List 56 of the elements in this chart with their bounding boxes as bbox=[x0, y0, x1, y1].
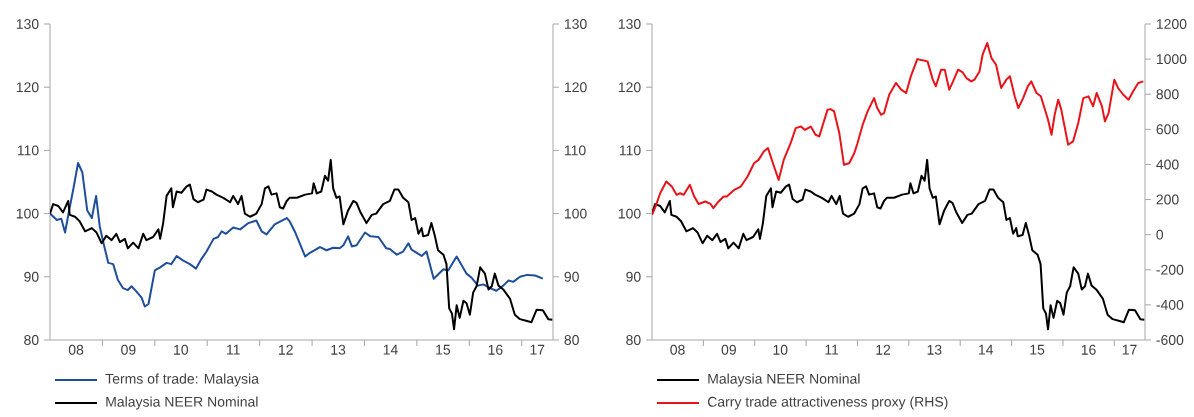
legend-label: Malaysia NEER Nominal bbox=[106, 396, 258, 410]
legend-label: Malaysia NEER Nominal bbox=[708, 373, 860, 387]
y2-tick-label: 90 bbox=[564, 271, 579, 282]
x-tick-label: 17 bbox=[1122, 344, 1137, 355]
x-tick-label: 16 bbox=[488, 344, 503, 355]
x-tick-label: 14 bbox=[383, 344, 398, 355]
line-series bbox=[50, 158, 554, 331]
x-tick-label: 11 bbox=[825, 344, 839, 355]
line-series bbox=[652, 158, 1146, 331]
y2-tick-label: 200 bbox=[1156, 194, 1179, 205]
y-tick-label: 110 bbox=[619, 145, 641, 156]
x-tick-label: 10 bbox=[174, 344, 189, 355]
y2-tick-label: -200 bbox=[1156, 264, 1184, 275]
y2-tick-label: 130 bbox=[564, 19, 587, 29]
x-tick-label: 15 bbox=[1030, 344, 1045, 355]
x-tick-label: 13 bbox=[331, 344, 346, 355]
y2-tick-label: 110 bbox=[564, 145, 586, 156]
x-tick-label: 12 bbox=[278, 344, 293, 355]
x-tick-label: 13 bbox=[927, 344, 942, 355]
y-tick-label: 100 bbox=[618, 208, 641, 219]
x-tick-label: 15 bbox=[436, 344, 451, 355]
y-tick-label: 120 bbox=[618, 82, 641, 93]
y-tick-label: 120 bbox=[16, 82, 39, 93]
y2-tick-label: 0 bbox=[1156, 229, 1164, 240]
line-series bbox=[50, 162, 544, 308]
y-tick-label: 90 bbox=[626, 271, 641, 282]
x-tick-label: 12 bbox=[876, 344, 891, 355]
y2-tick-label: 100 bbox=[564, 208, 587, 219]
y-tick-label: 90 bbox=[24, 271, 39, 282]
legend-label: Carry trade attractiveness proxy (RHS) bbox=[707, 396, 948, 410]
line-series bbox=[652, 41, 1145, 216]
x-tick-label: 11 bbox=[227, 344, 240, 355]
y2-tick-label: 80 bbox=[564, 335, 579, 345]
y2-tick-label: 400 bbox=[1156, 159, 1179, 170]
y-tick-label: 130 bbox=[618, 19, 641, 29]
x-tick-label: 16 bbox=[1081, 344, 1096, 355]
legend-label: Terms of trade: Malaysia bbox=[105, 373, 259, 387]
y2-tick-label: 600 bbox=[1156, 124, 1179, 135]
y-tick-label: 80 bbox=[24, 335, 39, 345]
x-tick-label: 14 bbox=[978, 344, 994, 355]
x-tick-label: 08 bbox=[68, 344, 84, 355]
x-tick-label: 09 bbox=[721, 344, 736, 355]
x-tick-label: 17 bbox=[530, 344, 545, 355]
y-tick-label: 130 bbox=[16, 19, 39, 29]
y2-tick-label: 120 bbox=[564, 82, 587, 93]
y2-tick-label: -400 bbox=[1156, 299, 1184, 310]
x-tick-label: 08 bbox=[670, 344, 685, 355]
x-tick-label: 10 bbox=[773, 344, 788, 355]
y2-tick-label: 1200 bbox=[1156, 19, 1187, 29]
y-tick-label: 80 bbox=[626, 335, 641, 345]
x-tick-label: 09 bbox=[121, 344, 136, 355]
y-tick-label: 110 bbox=[17, 145, 39, 156]
y2-tick-label: 1000 bbox=[1156, 54, 1187, 65]
y-tick-label: 100 bbox=[16, 208, 39, 219]
y2-tick-label: 800 bbox=[1156, 89, 1179, 100]
y2-tick-label: -600 bbox=[1156, 335, 1184, 345]
